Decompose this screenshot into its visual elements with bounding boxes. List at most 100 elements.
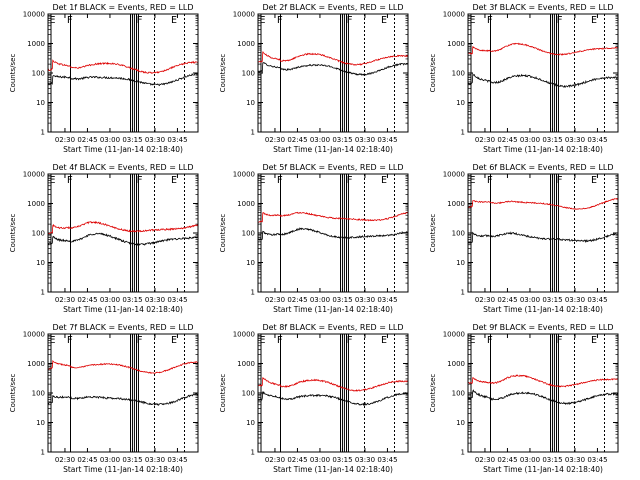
y-tick-label: 10000 <box>443 331 465 339</box>
y-axis-label: Counts/sec <box>219 54 227 93</box>
event-marker-label: E <box>50 335 56 346</box>
y-tick-label: 1000 <box>447 200 465 208</box>
y-axis-label: Counts/sec <box>429 54 437 93</box>
series-line-lld <box>47 59 199 75</box>
x-tick-label: 02:45 <box>77 296 97 304</box>
series-line-events <box>257 61 409 76</box>
chart-panel-det-5: Det 5f BLACK = Events, RED = LLD Counts/s… <box>219 163 409 314</box>
panel-title: Det 9f BLACK = Events, RED = LLD <box>472 323 613 332</box>
panel-title: Det 6f BLACK = Events, RED = LLD <box>472 163 613 172</box>
x-tick-label: 03:30 <box>565 136 585 144</box>
x-tick-label: 03:15 <box>542 456 562 464</box>
series-line-events <box>467 72 619 88</box>
plot-frame <box>257 173 409 293</box>
y-tick-label: 1 <box>41 289 45 297</box>
x-tick-label: 03:45 <box>377 456 397 464</box>
event-marker-label: F <box>347 335 353 346</box>
y-tick-label: 100 <box>242 230 255 238</box>
event-marker-label: E <box>171 15 177 26</box>
y-axis-label: Counts/sec <box>429 214 437 253</box>
event-marker-label: E <box>50 15 56 26</box>
x-tick-label: 02:45 <box>77 456 97 464</box>
chart-panel-det-7: Det 7f BLACK = Events, RED = LLD Counts/s… <box>9 323 199 474</box>
y-tick-label: 1 <box>461 289 465 297</box>
x-tick-label: 03:00 <box>100 296 120 304</box>
x-axis-label: Start Time (11-Jan-14 02:18:40) <box>273 145 393 154</box>
event-marker-label: F <box>557 335 563 346</box>
x-tick-label: 02:30 <box>265 136 285 144</box>
chart-panel-det-1: Det 1f BLACK = Events, RED = LLD Counts/s… <box>9 3 199 154</box>
y-tick-label: 10 <box>36 259 45 267</box>
series-line-lld <box>257 211 409 223</box>
series-line-lld <box>467 374 619 388</box>
plot-frame <box>257 333 409 453</box>
y-axis-label: Counts/sec <box>429 374 437 413</box>
event-marker-label: E <box>470 15 476 26</box>
chart-panel-det-9: Det 9f BLACK = Events, RED = LLD Counts/s… <box>429 323 619 474</box>
plot-frame <box>257 13 409 133</box>
x-tick-label: 03:15 <box>332 456 352 464</box>
event-marker-label: E <box>381 335 387 346</box>
x-tick-label: 02:45 <box>77 136 97 144</box>
event-marker-label: E <box>381 15 387 26</box>
x-tick-label: 03:30 <box>565 296 585 304</box>
y-tick-label: 100 <box>452 230 465 238</box>
y-tick-label: 1000 <box>237 360 255 368</box>
x-tick-label: 03:30 <box>145 456 165 464</box>
y-tick-label: 10 <box>36 99 45 107</box>
chart-panel-det-8: Det 8f BLACK = Events, RED = LLD Counts/s… <box>219 323 409 474</box>
event-marker-label: F <box>557 175 563 186</box>
y-tick-label: 100 <box>452 70 465 78</box>
event-marker-label: F <box>277 15 283 26</box>
y-tick-label: 1000 <box>447 360 465 368</box>
x-tick-label: 03:15 <box>122 296 142 304</box>
x-tick-label: 02:30 <box>55 456 75 464</box>
series-line-events <box>467 389 619 406</box>
event-marker-label: F <box>277 175 283 186</box>
series-line-lld <box>47 360 199 374</box>
series-line-lld <box>257 377 409 392</box>
x-tick-label: 03:00 <box>310 456 330 464</box>
y-tick-label: 10 <box>246 99 255 107</box>
x-tick-label: 02:30 <box>265 456 285 464</box>
x-tick-label: 03:15 <box>122 136 142 144</box>
panel-title: Det 3f BLACK = Events, RED = LLD <box>472 3 613 12</box>
event-marker-label: E <box>591 15 597 26</box>
event-marker-label: E <box>50 175 56 186</box>
y-tick-label: 100 <box>32 390 45 398</box>
event-marker-label: E <box>171 175 177 186</box>
x-tick-label: 03:15 <box>542 136 562 144</box>
plot-frame <box>467 13 619 133</box>
y-tick-label: 1 <box>251 129 255 137</box>
event-marker-label: F <box>67 15 73 26</box>
x-tick-label: 02:30 <box>475 136 495 144</box>
y-tick-label: 1000 <box>27 40 45 48</box>
y-tick-label: 10 <box>36 419 45 427</box>
x-tick-label: 03:00 <box>520 456 540 464</box>
x-tick-label: 03:45 <box>167 136 187 144</box>
x-tick-label: 02:45 <box>497 456 517 464</box>
y-tick-label: 10000 <box>443 171 465 179</box>
plot-frame <box>467 333 619 453</box>
y-axis-label: Counts/sec <box>9 214 17 253</box>
chart-panel-det-4: Det 4f BLACK = Events, RED = LLD Counts/s… <box>9 163 199 314</box>
x-tick-label: 03:30 <box>145 136 165 144</box>
x-axis-label: Start Time (11-Jan-14 02:18:40) <box>273 465 393 474</box>
x-tick-label: 03:45 <box>377 296 397 304</box>
series-line-events <box>47 232 199 246</box>
x-tick-label: 03:45 <box>377 136 397 144</box>
event-marker-label: F <box>277 335 283 346</box>
y-axis-label: Counts/sec <box>219 374 227 413</box>
series-line-lld <box>47 220 199 235</box>
y-tick-label: 1000 <box>27 360 45 368</box>
plot-frame <box>47 13 199 133</box>
y-tick-label: 1000 <box>237 200 255 208</box>
event-marker-label: F <box>67 335 73 346</box>
y-tick-label: 100 <box>242 70 255 78</box>
x-tick-label: 02:45 <box>287 136 307 144</box>
series-line-events <box>257 391 409 407</box>
x-tick-label: 03:15 <box>332 296 352 304</box>
x-tick-label: 03:45 <box>587 136 607 144</box>
event-marker-label: E <box>470 175 476 186</box>
y-tick-label: 10 <box>456 259 465 267</box>
